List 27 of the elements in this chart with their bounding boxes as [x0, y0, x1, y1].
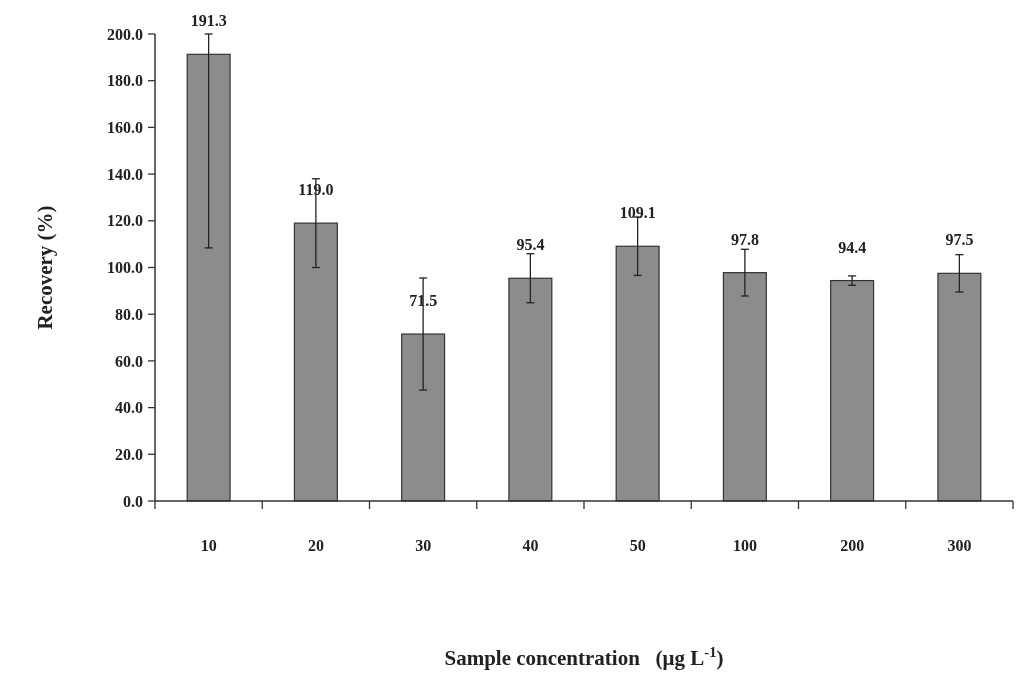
y-tick-label: 200.0 — [107, 25, 143, 43]
data-label: 191.3 — [190, 12, 227, 30]
x-axis-title: Sample concentration (μg L$^{-1}$) — [444, 644, 724, 670]
y-tick-label: 40.0 — [115, 399, 143, 417]
x-tick-label: 100 — [732, 537, 757, 554]
x-tick-label: 200 — [840, 537, 865, 554]
data-label: 97.8 — [730, 230, 759, 248]
data-label: 97.5 — [945, 231, 974, 249]
y-tick-label: 80.0 — [115, 305, 143, 323]
y-tick-label: 20.0 — [115, 445, 143, 463]
x-tick-label: 10 — [200, 537, 217, 554]
y-tick-label: 140.0 — [107, 165, 143, 183]
x-tick-label: 20 — [307, 537, 324, 554]
y-tick-label: 100.0 — [107, 259, 143, 277]
y-tick-label: 180.0 — [107, 72, 143, 90]
y-tick-label: 0.0 — [123, 492, 143, 510]
x-tick-label: 300 — [947, 537, 972, 554]
data-label: 109.1 — [619, 204, 656, 222]
data-label: 94.4 — [838, 238, 867, 256]
x-tick-label: 30 — [415, 537, 432, 554]
y-tick-label: 160.0 — [107, 119, 143, 136]
x-tick-label: 50 — [629, 537, 646, 554]
y-axis-title: Recovery (%) — [33, 205, 57, 330]
y-tick-label: 60.0 — [115, 352, 143, 370]
x-tick-label: 40 — [522, 537, 539, 554]
y-tick-label: 120.0 — [107, 212, 143, 230]
data-label: 95.4 — [516, 236, 545, 254]
